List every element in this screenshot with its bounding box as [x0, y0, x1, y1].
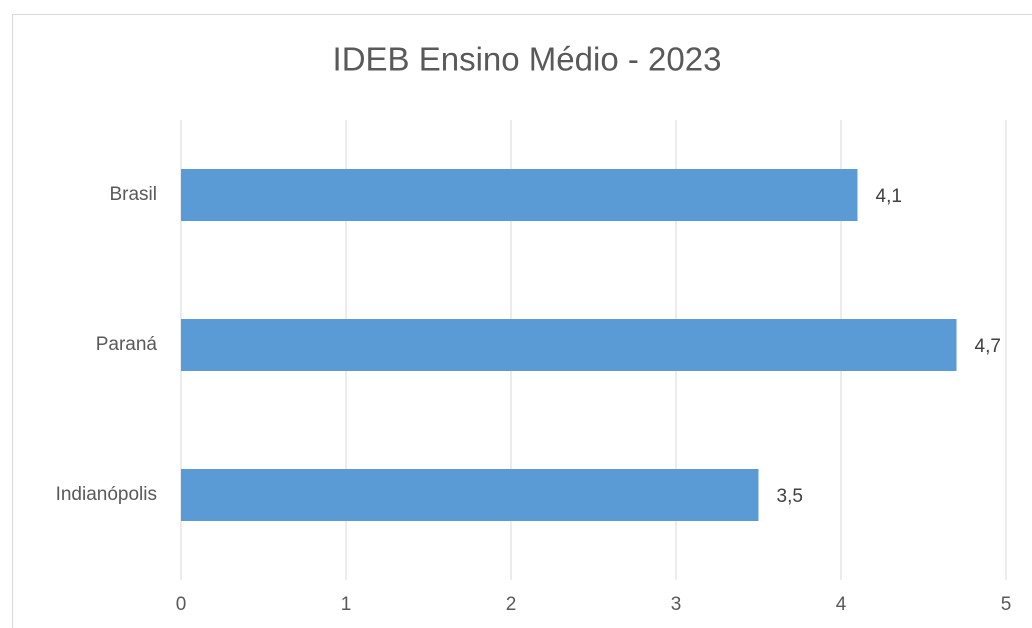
chart-title: IDEB Ensino Médio - 2023	[333, 41, 722, 78]
x-tick-label: 5	[1001, 594, 1012, 615]
x-tick-label: 3	[671, 594, 682, 615]
x-tick-label: 0	[176, 594, 187, 615]
bar	[181, 169, 858, 221]
x-tick-label: 1	[341, 594, 352, 615]
x-tick-label: 4	[836, 594, 847, 615]
x-tick-label: 2	[506, 594, 517, 615]
data-label: 4,1	[876, 186, 902, 207]
bar	[181, 469, 759, 521]
y-tick-label: Brasil	[109, 184, 157, 205]
data-label: 4,7	[975, 336, 1001, 357]
bar	[181, 319, 957, 371]
y-tick-label: Indianópolis	[56, 484, 157, 505]
data-label: 3,5	[777, 486, 803, 507]
y-tick-label: Paraná	[96, 334, 158, 355]
